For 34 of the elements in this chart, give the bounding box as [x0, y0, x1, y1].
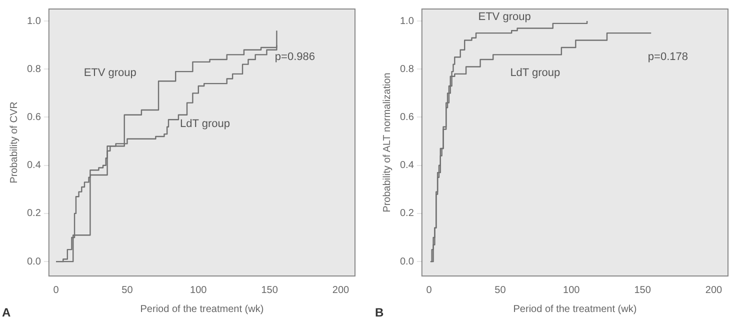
series-label: LdT group [510, 67, 560, 80]
x-tick-label: 200 [705, 284, 723, 296]
x-tick-label: 0 [53, 284, 60, 296]
y-tick-label: 0.0 [26, 256, 42, 268]
x-tick-label: 150 [634, 284, 652, 296]
y-tick-label: 0.6 [400, 112, 414, 123]
text: B [375, 305, 384, 320]
y-tick-label: 0.4 [400, 160, 414, 172]
y-tick-label: 0.6 [26, 112, 42, 123]
text: ETV group [84, 67, 136, 80]
y-tick-label: 0.2 [26, 208, 42, 220]
annotation: p=0.178 [648, 51, 688, 64]
x-tick-label: 0 [426, 284, 432, 296]
series-label: ETV group [478, 11, 531, 24]
x-tick-label: 150 [261, 284, 278, 296]
y-tick-label: 0.8 [26, 64, 42, 75]
x-tick-label: 200 [332, 284, 350, 296]
series-label: LdT group [180, 118, 230, 130]
x-axis-title: Period of the treatment (wk) [513, 304, 637, 315]
y-axis-title: Probability of ALT normalization [382, 72, 393, 212]
y-tick-label: 1.0 [400, 16, 414, 27]
x-tick-label: 50 [122, 284, 134, 296]
y-tick-label: 0.2 [400, 208, 414, 220]
y-tick-label: 0.0 [400, 256, 414, 268]
y-tick-label: 0.4 [26, 160, 42, 172]
x-tick-label: 100 [190, 284, 208, 296]
annotation: p=0.986 [274, 51, 315, 64]
text: A [2, 305, 11, 320]
y-tick-label: 0.8 [400, 64, 414, 75]
x-tick-label: 50 [494, 284, 506, 296]
x-tick-label: 100 [563, 284, 580, 296]
y-tick-label: 1.0 [26, 16, 42, 27]
x-axis-title: Period of the treatment (wk) [140, 304, 264, 315]
y-axis-title: Probability of CVR [8, 102, 20, 184]
